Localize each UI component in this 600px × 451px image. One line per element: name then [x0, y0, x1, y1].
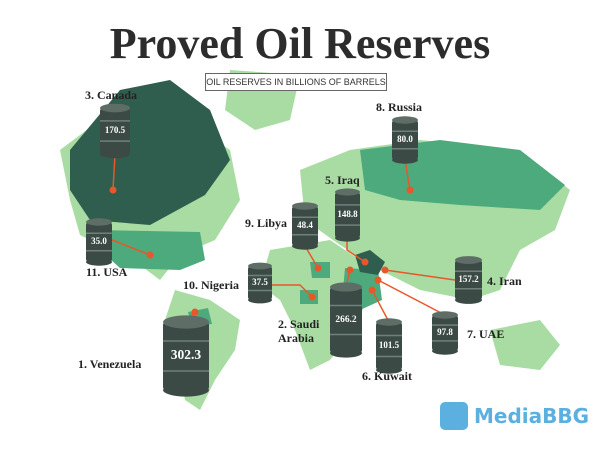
logo-icon: [440, 402, 468, 430]
location-dot: [109, 186, 117, 194]
connector: [112, 153, 116, 191]
connector: [111, 239, 151, 256]
barrel-bottom: [100, 149, 130, 159]
country-label: 2. Saudi Arabia: [278, 317, 320, 345]
barrel: 302.3: [163, 308, 209, 397]
barrel-body: [432, 315, 458, 351]
country-label: 8. Russia: [376, 100, 423, 114]
country-label: 10. Nigeria: [183, 278, 239, 292]
location-dot: [146, 251, 154, 259]
barrel-body: [330, 287, 362, 353]
location-dot: [308, 293, 316, 301]
barrel: 266.2: [330, 266, 362, 358]
barrel-value: 48.4: [297, 220, 313, 230]
connector: [404, 159, 411, 191]
country-label: 11. USA: [86, 265, 128, 279]
connector: [304, 245, 319, 269]
barrel-top: [292, 202, 318, 210]
country-label: 4. Iran: [487, 274, 522, 288]
iran-iraq: [355, 250, 385, 275]
barrel-value: 101.5: [379, 340, 400, 350]
barrel-top: [432, 311, 458, 319]
barrel: 170.5: [100, 103, 130, 194]
barrel-body: [335, 192, 360, 238]
barrel-value: 35.0: [91, 236, 107, 246]
location-dot: [191, 308, 199, 316]
connector: [346, 238, 366, 263]
country-label: 6. Kuwait: [362, 369, 413, 383]
barrel: 80.0: [392, 116, 418, 194]
barrel: 37.5: [248, 262, 316, 304]
barrel-value: 266.2: [335, 315, 356, 325]
barrel-value: 97.8: [437, 327, 453, 337]
subtitle: OIL RESERVES IN BILLIONS OF BARRELS: [205, 73, 387, 91]
barrel-top: [335, 188, 360, 196]
connector: [377, 279, 446, 316]
watermark-text: MediaBBG: [474, 404, 590, 428]
location-dot: [381, 266, 389, 274]
barrel-bottom: [248, 296, 272, 304]
barrel-body: [455, 260, 482, 300]
barrel-bottom: [392, 156, 418, 164]
watermark: MediaBBG: [440, 402, 589, 430]
barrel-top: [248, 262, 272, 270]
connector: [384, 269, 456, 281]
location-dot: [406, 186, 414, 194]
barrel-value: 302.3: [171, 347, 202, 362]
location-dot: [374, 276, 382, 284]
barrel-top: [376, 318, 402, 326]
location-dot: [361, 258, 369, 266]
connector: [272, 284, 313, 298]
barrel: 35.0: [86, 218, 154, 266]
barrel-body: [248, 266, 272, 300]
barrel-bottom: [432, 347, 458, 355]
barrel-body: [292, 206, 318, 246]
barrel-body: [376, 322, 402, 370]
barrel-top: [392, 116, 418, 124]
barrel: 101.5: [368, 286, 402, 374]
title: Proved Oil Reserves: [109, 19, 491, 68]
connector: [371, 289, 390, 323]
barrel-top: [455, 256, 482, 264]
barrel-bottom: [376, 366, 402, 374]
barrel-top: [100, 103, 130, 113]
location-dot: [368, 286, 376, 294]
country-label: 1. Venezuela: [78, 357, 142, 371]
barrel: 157.2: [381, 256, 482, 304]
barrel-value: 148.8: [337, 209, 358, 219]
location-dot: [314, 264, 322, 272]
barrel-value: 37.5: [252, 277, 268, 287]
location-dot: [346, 266, 354, 274]
barrel-bottom: [86, 258, 112, 266]
country-label: 9. Libya: [245, 216, 288, 230]
barrel-bottom: [292, 242, 318, 250]
barrel-value: 157.2: [458, 274, 479, 284]
barrel-body: [100, 108, 130, 154]
barrel-top: [163, 315, 209, 329]
barrel: 148.8: [335, 188, 369, 266]
barrel-bottom: [455, 296, 482, 304]
country-label: 5. Iraq: [325, 173, 360, 187]
barrel-bottom: [330, 348, 362, 358]
country-label: 3. Canada: [85, 88, 138, 102]
barrel-value: 80.0: [397, 134, 413, 144]
barrel-top: [86, 218, 112, 226]
barrel: 97.8: [374, 276, 458, 355]
barrel: 48.4: [292, 202, 322, 272]
barrel-body: [392, 120, 418, 160]
barrel-top: [330, 282, 362, 292]
barrel-bottom: [163, 383, 209, 397]
barrel-value: 170.5: [105, 125, 126, 135]
barrel-body: [163, 322, 209, 390]
country-label: 7. UAE: [467, 327, 505, 341]
barrel-bottom: [335, 234, 360, 242]
barrel-body: [86, 222, 112, 262]
